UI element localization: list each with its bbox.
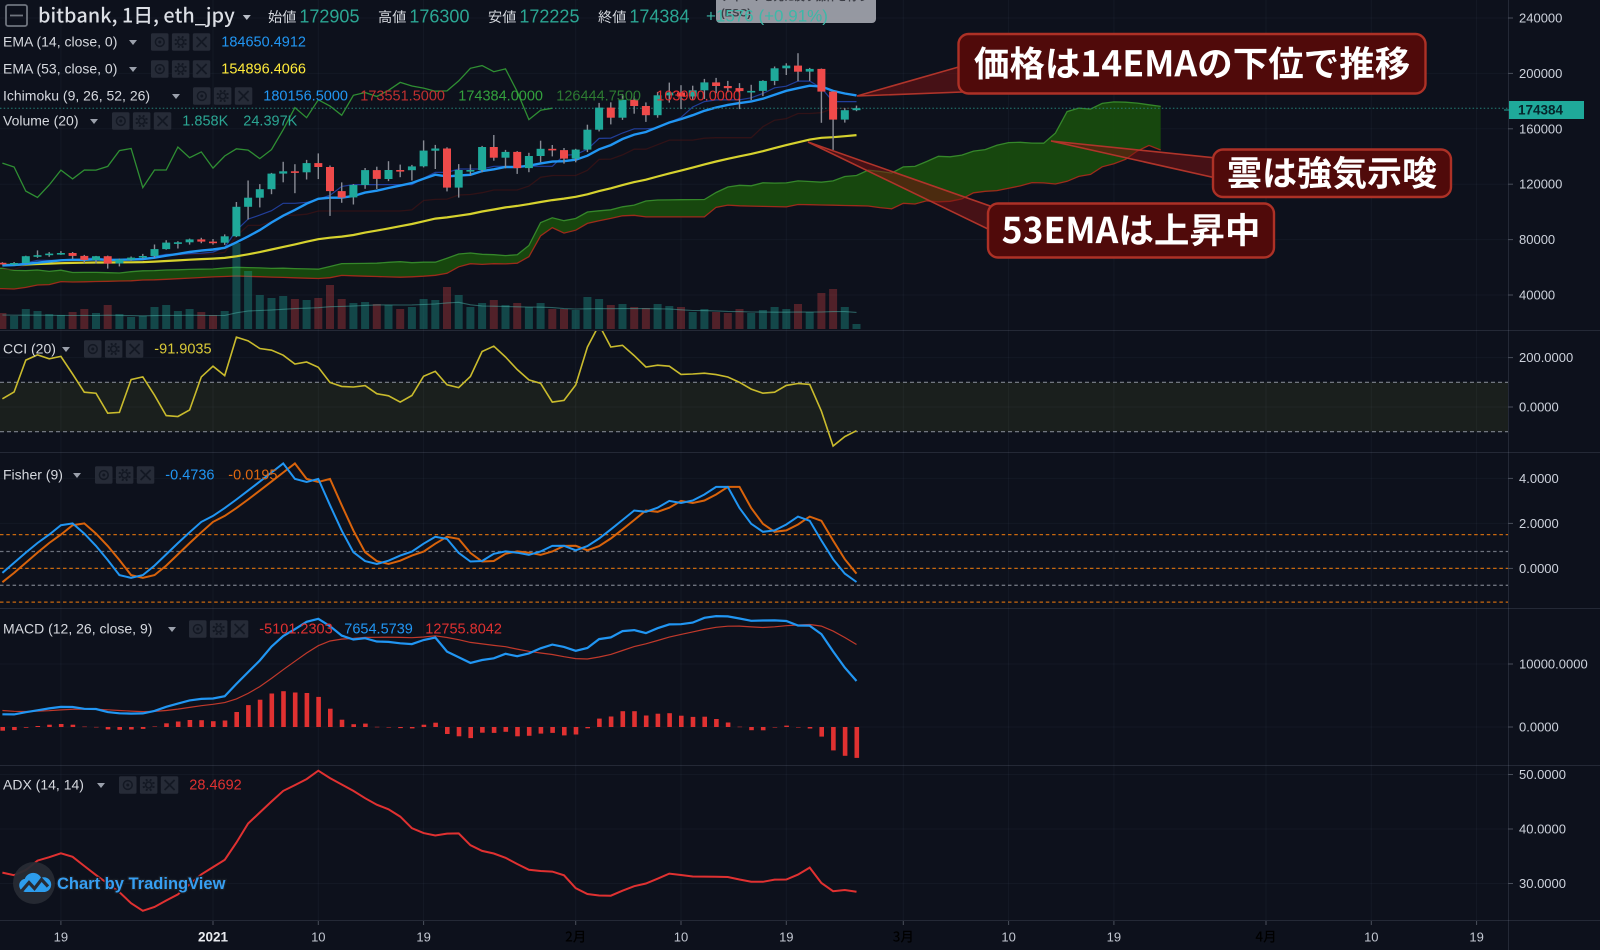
svg-text:126444.7500: 126444.7500 bbox=[556, 89, 641, 105]
svg-text:10: 10 bbox=[1364, 930, 1378, 945]
svg-text:4.0000: 4.0000 bbox=[1519, 471, 1559, 486]
svg-text:-91.9035: -91.9035 bbox=[154, 342, 211, 358]
svg-text:80000: 80000 bbox=[1519, 232, 1555, 247]
svg-text:0.0000: 0.0000 bbox=[1519, 400, 1559, 415]
svg-text:-0.4736: -0.4736 bbox=[165, 468, 214, 484]
svg-text:40.0000: 40.0000 bbox=[1519, 822, 1566, 837]
svg-text:160000: 160000 bbox=[1519, 121, 1562, 136]
svg-text:28.4692: 28.4692 bbox=[189, 778, 241, 794]
svg-text:173551.5000: 173551.5000 bbox=[360, 89, 445, 105]
svg-text:2.0000: 2.0000 bbox=[1519, 516, 1559, 531]
svg-text:120000: 120000 bbox=[1519, 177, 1562, 192]
svg-text:200.0000: 200.0000 bbox=[1519, 350, 1573, 365]
svg-text:Volume (20): Volume (20) bbox=[3, 113, 78, 129]
svg-text:19: 19 bbox=[54, 930, 68, 945]
svg-text:-5101.2303: -5101.2303 bbox=[259, 622, 332, 638]
svg-text:EMA (53, close, 0): EMA (53, close, 0) bbox=[3, 61, 117, 77]
svg-text:CCI (20): CCI (20) bbox=[3, 341, 56, 357]
svg-text:12755.8042: 12755.8042 bbox=[425, 622, 502, 638]
svg-text:176300: 176300 bbox=[409, 7, 469, 27]
svg-text:40000: 40000 bbox=[1519, 288, 1555, 303]
svg-text:Fisher (9): Fisher (9) bbox=[3, 467, 63, 483]
svg-text:Chart by TradingView: Chart by TradingView bbox=[57, 875, 226, 893]
svg-text:50.0000: 50.0000 bbox=[1519, 767, 1566, 782]
svg-text:19: 19 bbox=[416, 930, 430, 945]
svg-text:30.0000: 30.0000 bbox=[1519, 876, 1566, 891]
svg-text:174384: 174384 bbox=[1518, 103, 1564, 118]
svg-text:200000: 200000 bbox=[1519, 66, 1562, 81]
svg-text:MACD (12, 26, close, 9): MACD (12, 26, close, 9) bbox=[3, 621, 152, 637]
svg-text:174384: 174384 bbox=[629, 7, 689, 27]
svg-text:-0.0195: -0.0195 bbox=[228, 468, 277, 484]
svg-text:EMA (14, close, 0): EMA (14, close, 0) bbox=[3, 34, 117, 50]
svg-text:10: 10 bbox=[674, 930, 688, 945]
svg-text:(ESC): (ESC) bbox=[721, 8, 751, 20]
svg-text:24.397K: 24.397K bbox=[243, 114, 297, 130]
svg-text:103900.0000: 103900.0000 bbox=[656, 89, 741, 105]
svg-text:180156.5000: 180156.5000 bbox=[263, 89, 348, 105]
svg-text:184650.4912: 184650.4912 bbox=[221, 35, 306, 51]
svg-text:174384.0000: 174384.0000 bbox=[458, 89, 543, 105]
svg-text:Ichimoku (9, 26, 52, 26): Ichimoku (9, 26, 52, 26) bbox=[3, 88, 150, 104]
svg-text:+1576 (+0.91%): +1576 (+0.91%) bbox=[706, 7, 828, 26]
svg-text:10: 10 bbox=[1001, 930, 1015, 945]
svg-text:154896.4066: 154896.4066 bbox=[221, 62, 306, 78]
svg-text:10: 10 bbox=[311, 930, 325, 945]
svg-text:1.858K: 1.858K bbox=[182, 114, 228, 130]
svg-text:240000: 240000 bbox=[1519, 11, 1562, 26]
svg-text:7654.5739: 7654.5739 bbox=[344, 622, 413, 638]
svg-text:0.0000: 0.0000 bbox=[1519, 720, 1559, 735]
svg-text:ADX (14, 14): ADX (14, 14) bbox=[3, 777, 84, 793]
svg-text:19: 19 bbox=[1107, 930, 1121, 945]
svg-text:2021: 2021 bbox=[198, 930, 229, 945]
svg-text:10000.0000: 10000.0000 bbox=[1519, 657, 1588, 672]
svg-text:19: 19 bbox=[1469, 930, 1483, 945]
svg-text:0.0000: 0.0000 bbox=[1519, 561, 1559, 576]
svg-text:19: 19 bbox=[779, 930, 793, 945]
svg-text:172905: 172905 bbox=[299, 7, 359, 27]
svg-text:172225: 172225 bbox=[519, 7, 579, 27]
